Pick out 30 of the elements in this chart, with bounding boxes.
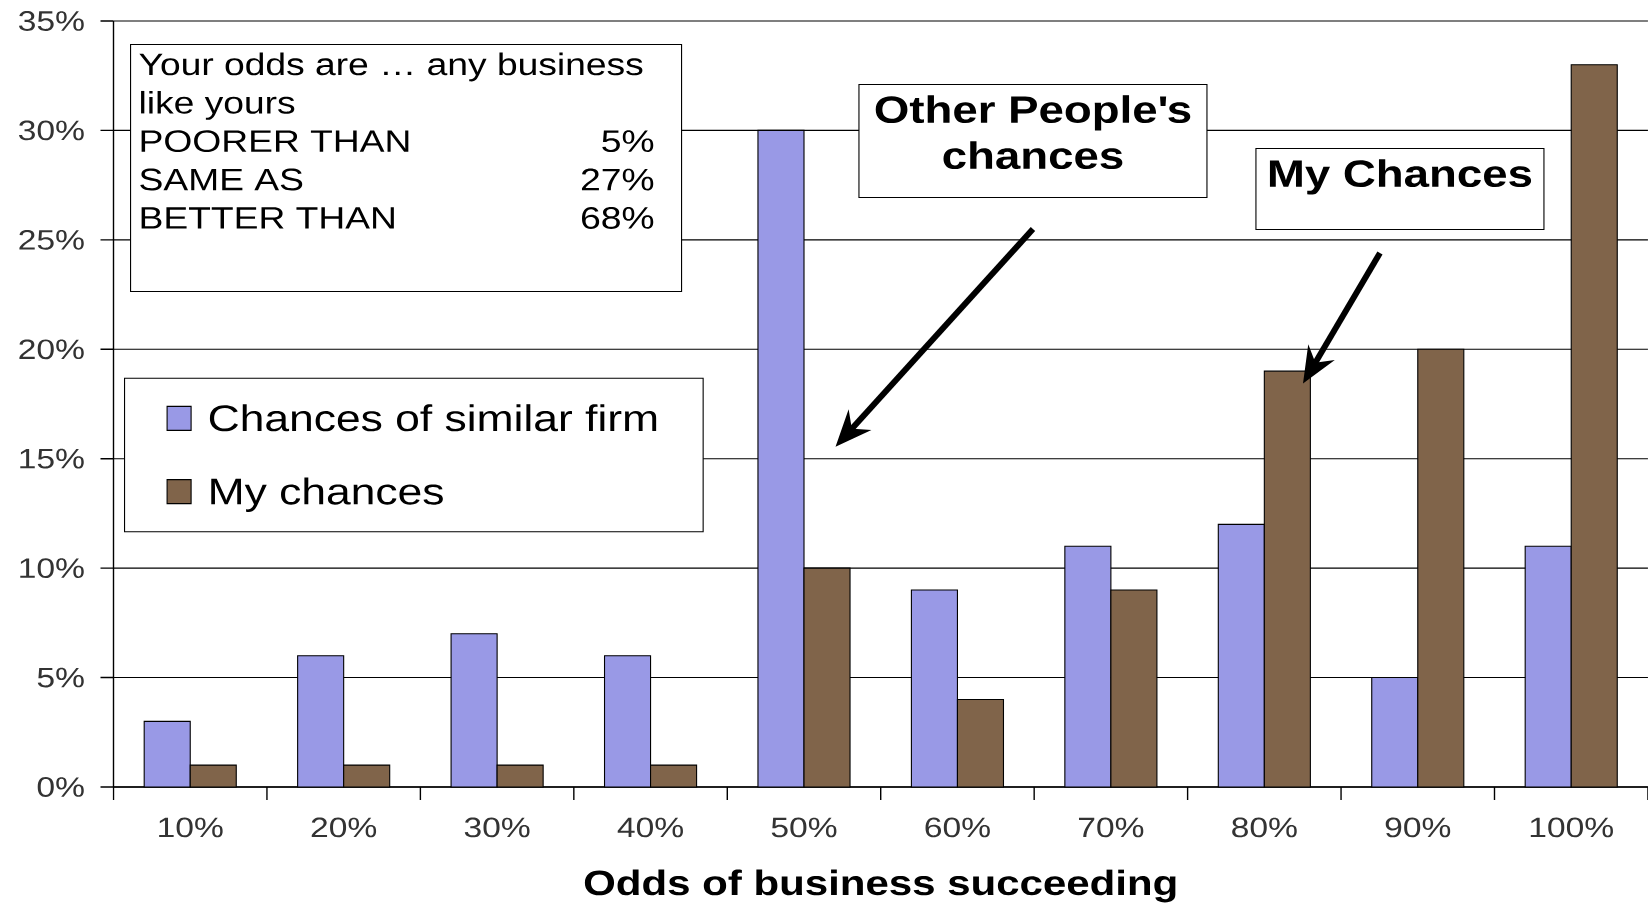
- y-tick-label: 15%: [20, 448, 84, 469]
- legend-label: Chances of similar firm: [209, 404, 657, 432]
- y-tick-label: 30%: [19, 120, 84, 141]
- x-tick-label: 10%: [159, 817, 223, 838]
- y-tick-label: 5%: [37, 667, 84, 688]
- annotation: 68%: [581, 206, 654, 229]
- y-tick-label: 10%: [20, 558, 84, 579]
- x-tick-label: 30%: [464, 817, 530, 838]
- annotation: 5%: [602, 130, 654, 153]
- y-tick-label: 35%: [19, 11, 84, 31]
- y-tick-label: 0%: [37, 777, 84, 797]
- x-tick-label: 50%: [771, 817, 837, 838]
- x-tick-label: 20%: [311, 817, 377, 838]
- legend-label: My chances: [211, 477, 443, 512]
- annotation: 27%: [581, 168, 654, 191]
- x-axis-title: Odds of business succeeding: [584, 869, 1176, 903]
- annotation: SAME AS: [140, 168, 303, 191]
- x-tick-label: 40%: [617, 817, 683, 838]
- y-tick-label: 25%: [19, 229, 84, 250]
- annotation: Other People's chances: [875, 95, 1191, 170]
- x-tick-label: 80%: [1232, 817, 1297, 838]
- x-tick-label: 90%: [1385, 817, 1451, 838]
- x-tick-label: 100%: [1530, 817, 1613, 838]
- x-tick-label: 70%: [1078, 817, 1144, 838]
- annotation: BETTER THAN: [141, 207, 394, 229]
- y-tick-label: 20%: [19, 339, 84, 360]
- annotation: My Chances: [1269, 159, 1532, 195]
- x-tick-label: 60%: [925, 817, 990, 838]
- annotation: Your odds are … any business like yours: [139, 52, 643, 120]
- annotation: POORER THAN: [141, 130, 409, 153]
